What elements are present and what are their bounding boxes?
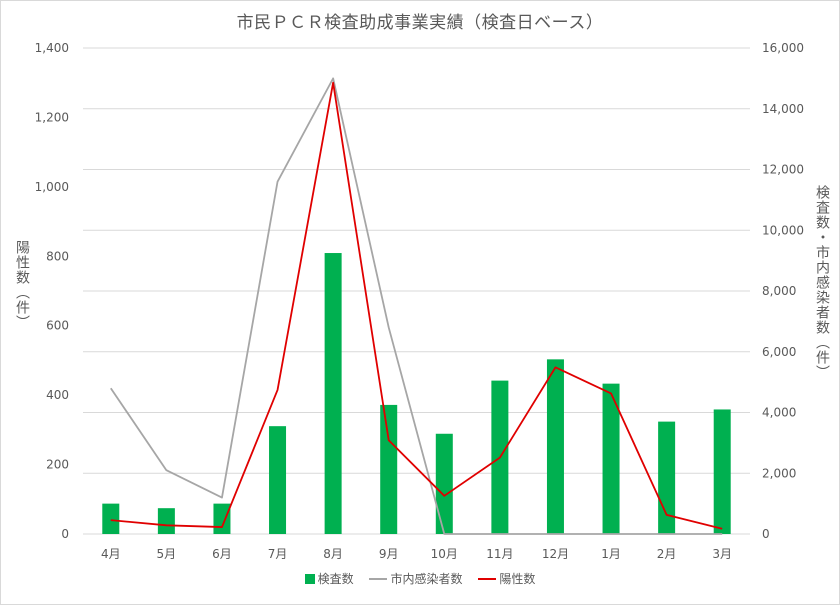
bar-tests — [213, 503, 231, 534]
right-tick-label: 8,000 — [762, 284, 796, 298]
line-city-cases — [110, 77, 723, 535]
legend-label-tests: 検査数 — [317, 572, 354, 586]
x-tick-label: 12月 — [542, 547, 569, 561]
bar-tests — [713, 409, 731, 534]
legend-swatch-city-cases — [369, 578, 388, 580]
x-tick-label: 1月 — [601, 547, 621, 561]
left-tick-label: 1,400 — [35, 41, 69, 55]
bar-tests — [324, 253, 342, 534]
chart-title: 市民ＰＣＲ検査助成事業実績（検査日ベース） — [236, 13, 604, 33]
right-tick-label: 2,000 — [762, 466, 796, 480]
bar-tests — [380, 404, 398, 534]
x-tick-label: 10月 — [431, 547, 458, 561]
bar-tests — [435, 433, 453, 534]
bar-tests — [602, 383, 620, 534]
x-tick-label: 7月 — [268, 547, 288, 561]
legend-item-city-cases: 市内感染者数 — [369, 570, 463, 587]
bar-tests — [546, 359, 564, 534]
x-tick-label: 3月 — [712, 547, 732, 561]
left-tick-label: 0 — [61, 527, 69, 541]
x-tick-label: 2月 — [657, 547, 677, 561]
legend-label-positives: 陽性数 — [499, 572, 536, 586]
left-tick-label: 200 — [46, 458, 69, 472]
right-tick-label: 16,000 — [762, 41, 804, 55]
legend-label-city-cases: 市内感染者数 — [390, 572, 463, 586]
legend: 検査数 市内感染者数 陽性数 — [0, 570, 840, 587]
x-tick-label: 8月 — [323, 547, 343, 561]
right-tick-label: 4,000 — [762, 406, 796, 420]
left-tick-label: 400 — [46, 388, 69, 402]
legend-swatch-positives — [478, 578, 497, 580]
right-tick-label: 12,000 — [762, 163, 804, 177]
left-tick-label: 1,200 — [35, 110, 69, 124]
x-tick-label: 5月 — [157, 547, 177, 561]
right-axis-label: 検査数・市内感染者数（件） — [814, 185, 830, 380]
line-positives — [110, 81, 723, 530]
x-tick-label: 9月 — [379, 547, 399, 561]
left-tick-label: 1,000 — [35, 180, 69, 194]
right-tick-label: 14,000 — [762, 102, 804, 116]
legend-item-tests: 検査数 — [304, 570, 354, 587]
right-tick-label: 10,000 — [762, 223, 804, 237]
x-tick-label: 11月 — [486, 547, 513, 561]
right-tick-label: 0 — [762, 527, 770, 541]
right-tick-label: 6,000 — [762, 345, 796, 359]
bar-tests — [269, 426, 287, 534]
bar-tests — [157, 508, 175, 534]
left-tick-label: 600 — [46, 319, 69, 333]
x-tick-label: 6月 — [212, 547, 232, 561]
left-tick-label: 800 — [46, 249, 69, 263]
left-axis-label: 陽性数（件） — [14, 240, 30, 330]
x-tick-label: 4月 — [101, 547, 121, 561]
legend-swatch-tests — [304, 574, 315, 584]
bar-tests — [102, 503, 120, 534]
legend-item-positives: 陽性数 — [478, 570, 535, 587]
